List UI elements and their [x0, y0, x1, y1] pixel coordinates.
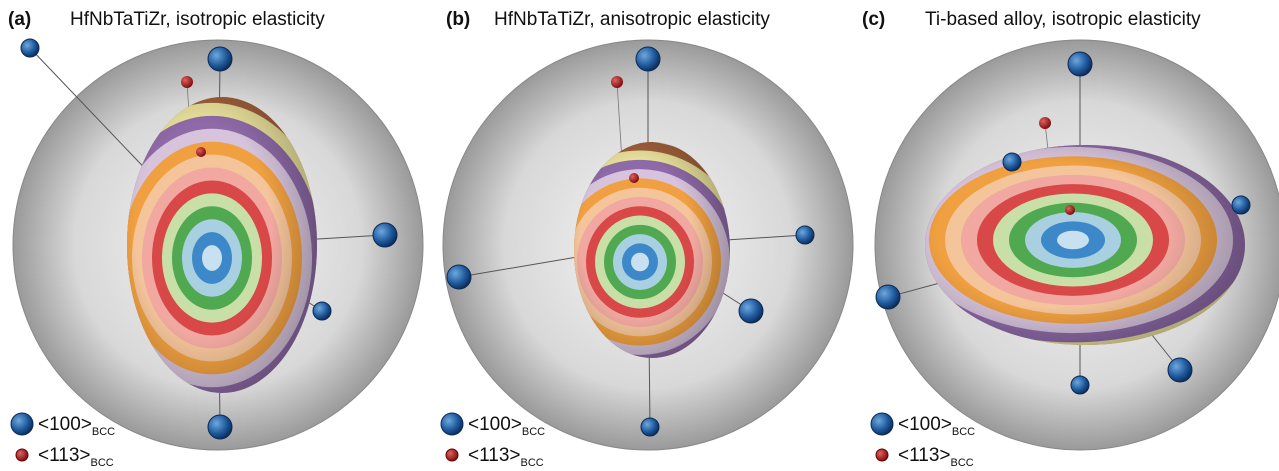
direction-113: [611, 76, 623, 88]
panel-label: (b): [446, 9, 470, 30]
legend-text: <113>BCC: [38, 445, 114, 469]
legend-label: <113>: [468, 445, 520, 466]
legend-subscript: BCC: [520, 457, 543, 469]
legend-marker: [876, 449, 888, 461]
legend-label: <113>: [898, 445, 950, 466]
legend-text: <100>BCC: [38, 414, 115, 438]
panel-label: (c): [862, 9, 885, 30]
panel-title: HfNbTaTiZr, isotropic elasticity: [70, 9, 325, 30]
direction-113: [1065, 205, 1075, 215]
panel: (c) Ti-based alloy, isotropic elasticity <…: [862, 9, 1279, 469]
legend-subscript: BCC: [952, 426, 975, 438]
panel-title: Ti-based alloy, isotropic elasticity: [925, 9, 1201, 30]
legend-subscript: BCC: [92, 426, 115, 438]
direction-100: [796, 226, 814, 244]
legend-marker: [441, 413, 463, 435]
surface-shade: [925, 145, 1245, 345]
panel-label: (a): [8, 9, 31, 30]
direction-113: [181, 76, 193, 88]
direction-113: [1039, 117, 1051, 129]
direction-100: [1003, 153, 1021, 171]
legend-text: <113>BCC: [468, 445, 544, 469]
direction-113: [629, 173, 639, 183]
legend-marker: [446, 449, 458, 461]
panel: (b) HfNbTaTiZr, anisotropic elasticity <10…: [441, 9, 853, 469]
direction-100: [1232, 196, 1250, 214]
panel: (a) HfNbTaTiZr, isotropic elasticity <100>…: [8, 9, 423, 469]
direction-113: [196, 147, 206, 157]
legend-subscript: BCC: [950, 457, 973, 469]
surface-shade: [574, 142, 730, 358]
direction-100: [641, 418, 659, 436]
direction-100: [373, 223, 397, 247]
legend-marker: [11, 413, 33, 435]
surface-shade: [127, 97, 317, 393]
panel-title: HfNbTaTiZr, anisotropic elasticity: [494, 9, 770, 30]
legend-text: <100>BCC: [468, 414, 545, 438]
legend-text: <113>BCC: [898, 445, 974, 469]
legend-label: <100>: [898, 414, 952, 435]
legend-subscript: BCC: [90, 457, 113, 469]
direction-100: [876, 285, 900, 309]
direction-100: [1168, 358, 1192, 382]
direction-100: [1068, 52, 1092, 76]
legend-marker: [871, 413, 893, 435]
figure: (a) HfNbTaTiZr, isotropic elasticity <100>…: [0, 0, 1279, 471]
direction-100: [447, 265, 471, 289]
legend-label: <113>: [38, 445, 90, 466]
legend-text: <100>BCC: [898, 414, 975, 438]
legend-subscript: BCC: [522, 426, 545, 438]
legend-label: <100>: [468, 414, 522, 435]
direction-100: [208, 415, 232, 439]
direction-100: [1071, 376, 1089, 394]
direction-100: [21, 39, 39, 57]
direction-100: [208, 47, 232, 71]
direction-100: [739, 299, 763, 323]
direction-100: [636, 47, 660, 71]
legend-label: <100>: [38, 414, 92, 435]
legend-marker: [16, 449, 28, 461]
direction-100: [313, 302, 331, 320]
